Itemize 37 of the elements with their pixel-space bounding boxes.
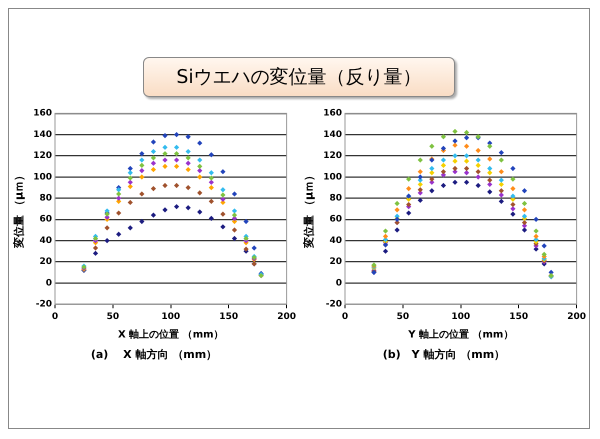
x-tick-label: 100 [161,312,180,322]
y-tick-label: 20 [329,257,342,268]
y-tick-label: 140 [323,130,342,140]
y-tick-label: 100 [323,172,342,182]
y-tick-label: 0 [336,278,342,288]
x-tick-label: 50 [106,312,120,322]
y-tick-label: 60 [39,214,52,225]
y-tick-label: 160 [33,108,52,119]
x-axis-title: X 軸上の位置 （mm） [118,328,224,341]
x-tick-label: 0 [342,312,348,322]
x-tick-label: 200 [277,312,296,322]
y-tick-label: 20 [39,257,52,268]
text: (b) Y 軸方向 （mm） [382,347,506,362]
y-tick-label: 120 [33,151,52,162]
y-tick-label: 60 [329,214,342,225]
y-tick-label: 0 [46,278,52,288]
x-tick-label: 50 [396,312,410,322]
x-tick-label: 100 [451,312,470,322]
y-tick-label: 160 [323,108,342,119]
x-tick-label: 0 [52,312,58,322]
y-axis-title: 変位量 （μｍ） [302,170,316,249]
y-tick-label: 120 [323,151,342,162]
x-tick-label: 150 [219,312,238,322]
y-tick-label: 80 [329,194,342,204]
y-axis-title: 変位量 （μｍ） [12,170,26,249]
x-tick-label: 150 [509,312,528,322]
y-tick-label: 40 [329,236,342,246]
chart-title: Siウエハの変位量（反り量） [143,57,455,97]
y-tick-label: -20 [36,300,52,310]
y-tick-label: 140 [33,130,52,140]
y-tick-label: 100 [33,172,52,182]
x-axis-title: Y 軸上の位置 （mm） [407,328,514,341]
y-tick-label: 40 [39,236,52,246]
y-tick-label: 80 [39,194,52,204]
y-tick-label: -20 [326,300,342,310]
text: (a) X 軸方向 （mm） [90,347,218,362]
x-tick-label: 200 [567,312,586,322]
